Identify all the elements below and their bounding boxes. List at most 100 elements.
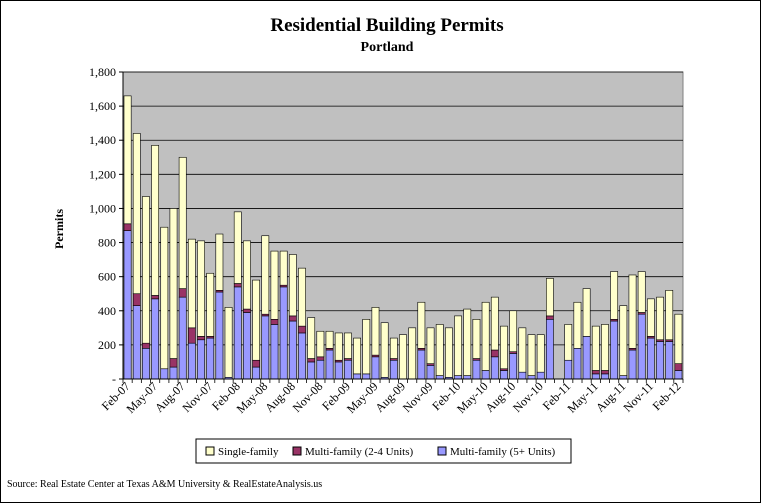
bar-segment-multi-2-4 [252,359,260,368]
x-tick-label: Aug-11 [593,379,629,415]
bar-segment-single-family [215,233,224,291]
bar-segment-single-family [178,156,187,289]
y-tick-label: 1,400 [89,133,116,147]
x-tick-label: Nov-07 [180,379,216,415]
bar-segment-multi-5plus [307,361,316,380]
bar-segment-multi-5plus [591,373,600,380]
y-tick-label: 1,600 [89,99,116,113]
bar-segment-single-family [674,313,683,364]
bar-segment-single-family [417,301,426,349]
bar-segment-single-family [509,310,518,353]
bar-segment-single-family [628,274,637,349]
bar-segment-single-family [169,208,178,359]
bar-segment-single-family [445,327,453,378]
bar-segment-multi-2-4 [490,349,499,358]
bar-segment-multi-5plus [426,365,435,380]
bar-segment-single-family [334,332,343,361]
bar-segment-multi-5plus [601,373,609,380]
bar-segment-multi-5plus [619,375,628,380]
bar-segment-single-family [454,315,462,376]
bar-segment-single-family [546,278,554,317]
bar-segment-multi-5plus [435,375,444,380]
bar-segment-single-family [151,145,160,296]
bar-segment-multi-5plus [564,359,573,380]
y-tick-label: 600 [98,270,116,284]
bar-segment-multi-2-4 [288,315,297,322]
bar-segment-multi-5plus [233,286,242,380]
legend-label-multi-2-4: Multi-family (2-4 Units) [305,446,413,458]
bar-segment-single-family [252,279,260,361]
bar-segment-multi-5plus [298,332,306,380]
chart-subtitle: Portland [361,40,414,55]
bar-segment-multi-5plus [500,370,508,380]
bar-segment-single-family [160,226,169,370]
bar-segment-multi-2-4 [270,319,279,325]
x-tick-label: May-11 [564,379,600,415]
x-tick-label: Aug-08 [262,379,298,415]
y-tick-label: 400 [98,304,116,318]
bar-segment-single-family [362,319,371,375]
bar-segment-multi-5plus [243,312,251,380]
bar-segment-multi-5plus [527,375,536,380]
bar-segment-multi-5plus [665,341,674,380]
bar-segment-single-family [399,334,407,380]
bar-segment-single-family [518,327,527,373]
bar-segment-single-family [481,301,490,371]
bar-segment-multi-2-4 [132,293,141,306]
bar-segment-multi-5plus [288,320,297,380]
bar-segment-multi-2-4 [316,356,325,361]
bar-segment-single-family [344,332,352,359]
y-tick-label: 800 [98,236,116,250]
bar-segment-multi-2-4 [298,325,306,334]
bar-segment-single-family [187,238,196,329]
bar-segment-multi-5plus [160,368,169,380]
bar-segment-multi-5plus [261,315,270,380]
bar-segment-single-family [224,307,233,378]
bar-segment-multi-5plus [123,230,132,380]
bar-segment-single-family [610,271,619,320]
bar-segment-multi-2-4 [591,370,600,375]
x-tick-label: May-10 [454,379,491,416]
bar-segment-single-family [601,324,609,371]
source-note: Source: Real Estate Center at Texas A&M … [7,479,322,490]
bar-segment-single-family [646,298,655,337]
y-tick-label: 1,200 [89,167,116,181]
bar-segment-multi-5plus [353,373,361,380]
bar-segment-single-family [463,308,472,376]
bar-segment-single-family [325,330,334,349]
bar-segment-single-family [353,337,361,375]
bar-segment-single-family [288,254,297,317]
bar-segment-single-family [536,334,545,373]
bar-segment-multi-2-4 [197,336,205,341]
bar-segment-multi-5plus [656,341,664,380]
y-tick-label: 200 [98,338,116,352]
x-tick-label: Feb-12 [650,379,684,413]
bar-segment-multi-5plus [252,366,260,380]
chart-title: Residential Building Permits [270,15,503,36]
x-tick-label: Aug-07 [152,379,188,415]
bar-segment-single-family [307,317,316,359]
bar-segment-multi-5plus [279,286,288,380]
y-tick-label: 1,000 [89,201,116,215]
bar-segment-multi-5plus [674,370,683,380]
bar-segment-single-family [279,250,288,286]
bar-segment-multi-5plus [132,305,141,380]
bar-segment-multi-5plus [610,320,619,380]
bar-segment-single-family [564,324,573,361]
bar-segment-multi-5plus [169,366,178,380]
bar-segment-single-family [500,325,508,370]
x-tick-label: Nov-10 [510,379,546,415]
bar-segment-multi-5plus [178,296,187,380]
bar-segment-multi-5plus [325,349,334,380]
bar-segment-single-family [582,288,591,337]
bar-segment-single-family [637,271,646,313]
x-tick-label: Aug-10 [482,379,518,415]
bar-segment-multi-5plus [389,359,398,380]
x-tick-label: Nov-08 [290,379,326,415]
y-axis-label: Permits [52,209,66,249]
bar-segment-multi-5plus [546,319,554,380]
bar-segment-single-family [656,296,664,341]
x-tick-label: Nov-11 [620,379,656,415]
